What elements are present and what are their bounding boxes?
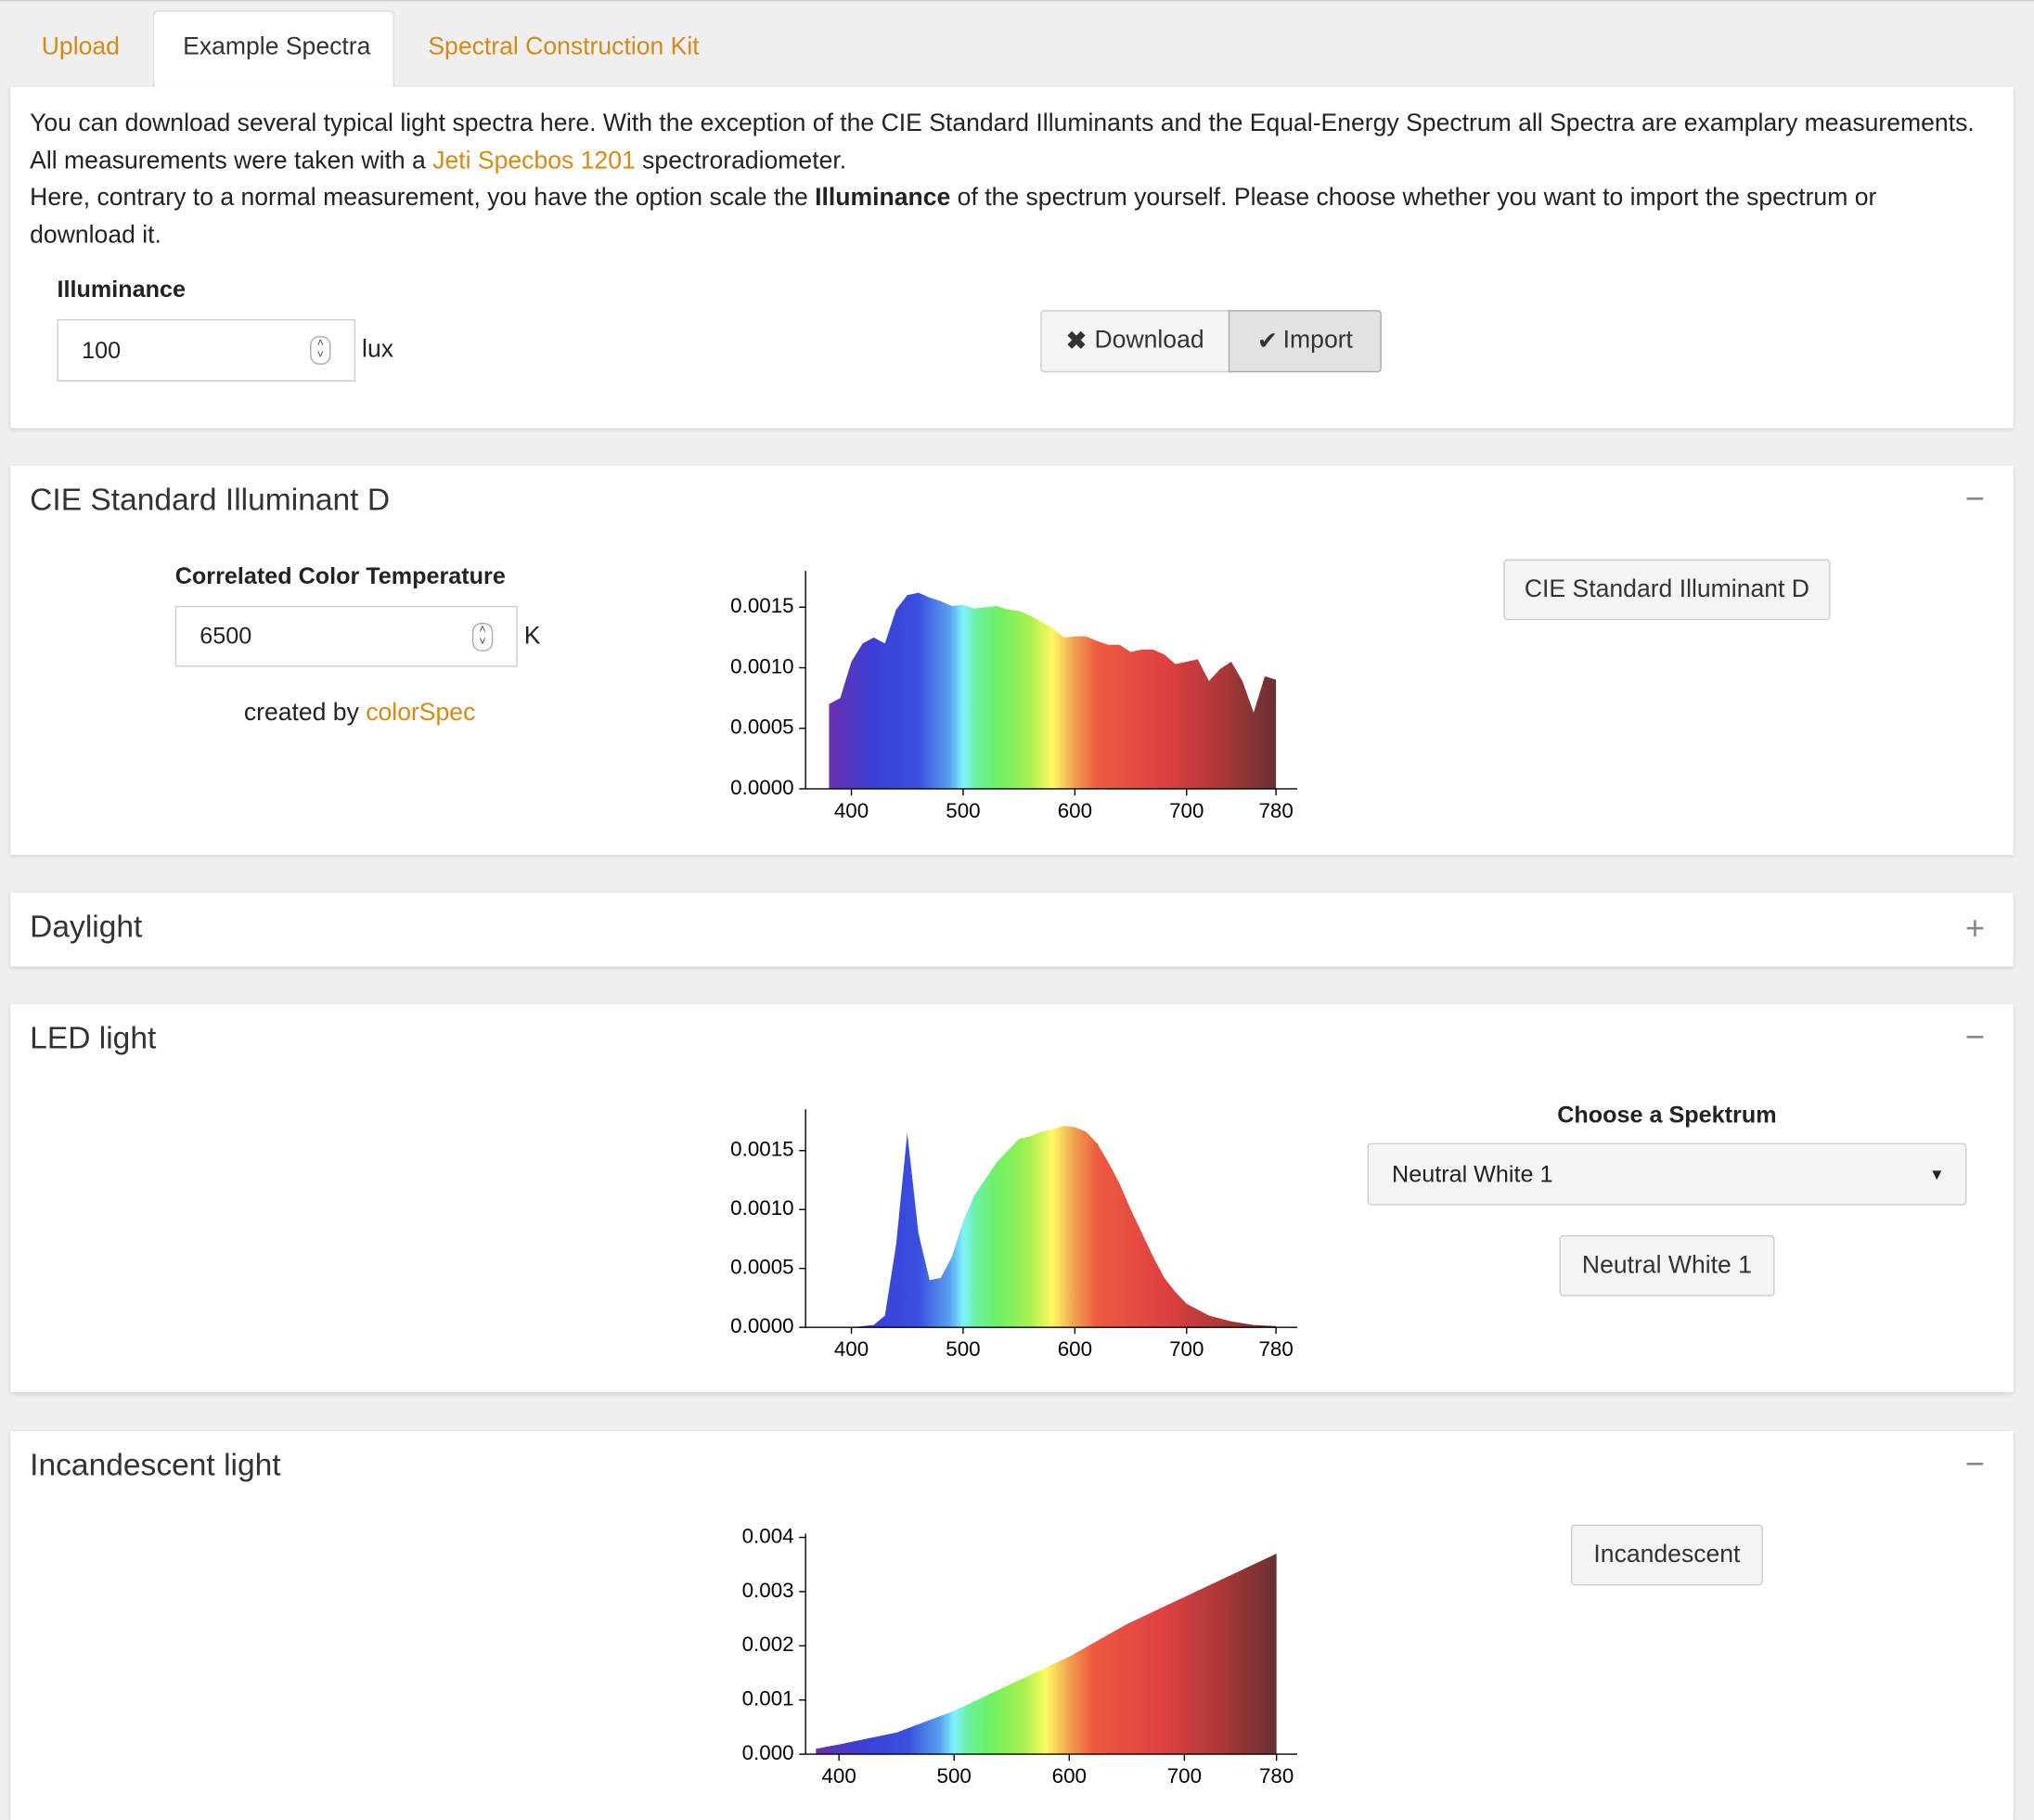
- download-button[interactable]: ✖ Download: [1040, 310, 1230, 373]
- link[interactable]: colorSpec: [366, 699, 476, 727]
- panel-title: LED light: [30, 1021, 157, 1056]
- x-tick-label: 700: [1169, 799, 1204, 822]
- spinner[interactable]: ˄ ˅: [471, 622, 494, 652]
- icon: ✔: [1256, 327, 1279, 355]
- spectrum-area: [816, 1554, 1277, 1755]
- credit: created by colorSpec: [244, 700, 476, 729]
- bold-text: Illuminance: [815, 184, 951, 212]
- x-tick-label: 400: [834, 799, 869, 822]
- panel-title: Daylight: [30, 909, 143, 945]
- import-button[interactable]: ✔ Import: [1228, 310, 1382, 373]
- button-label: Download: [1094, 327, 1204, 355]
- button[interactable]: Neutral White 1: [1559, 1234, 1775, 1297]
- chart: 0.0000 0.0005 0.0010 0.0015 400 500 600 700 780: [730, 1109, 1297, 1361]
- spectrum-area: [829, 1126, 1277, 1328]
- x-tick-label: 780: [1258, 799, 1293, 822]
- number-input[interactable]: 6500 ˄ ˅: [174, 605, 518, 667]
- x-tick-label: 780: [1259, 1764, 1294, 1788]
- x-tick-label: 780: [1258, 1337, 1293, 1361]
- x-tick-label: 700: [1169, 1337, 1204, 1361]
- x-tick-label: 700: [1167, 1764, 1202, 1788]
- x-tick-label: 500: [946, 799, 980, 822]
- button[interactable]: Incandescent: [1570, 1524, 1763, 1586]
- intro-panel: You can download several typical light s…: [10, 86, 2014, 429]
- y-tick-label: 0.0015: [730, 1138, 793, 1161]
- text: spectroradiometer.: [635, 147, 847, 175]
- collapse-toggle[interactable]: −: [1964, 478, 1985, 518]
- expand-toggle[interactable]: +: [1964, 908, 1985, 948]
- y-tick-label: 0.0000: [730, 776, 793, 799]
- text: of the spectrum yourself. Please choose …: [30, 184, 1877, 249]
- label: Correlated Color Temperature: [174, 562, 506, 589]
- select[interactable]: Neutral White 1 ▼: [1367, 1142, 1967, 1206]
- x-tick-label: 600: [1052, 1764, 1087, 1788]
- button-label: CIE Standard Illuminant D: [1524, 575, 1809, 603]
- spinner[interactable]: ˄ ˅: [310, 336, 331, 365]
- collapse-toggle[interactable]: −: [1964, 1017, 1985, 1056]
- text: Here, contrary to a normal measurement, …: [30, 184, 816, 212]
- input-value: 100: [82, 336, 122, 363]
- caret: ▼: [1928, 1165, 1945, 1183]
- x-tick-label: 600: [1058, 1337, 1092, 1361]
- panel-title: Incandescent light: [30, 1448, 281, 1483]
- panel: Daylight +: [10, 892, 2014, 967]
- unit: lux: [362, 336, 394, 364]
- chart: 0.0000 0.0005 0.0010 0.0015 400 500 600 700 780: [730, 571, 1297, 822]
- top-border: [0, 0, 2034, 2]
- button-label: Import: [1282, 327, 1353, 355]
- y-tick-label: 0.003: [742, 1579, 794, 1602]
- y-tick-label: 0.0010: [730, 654, 793, 678]
- label: Illuminance: [57, 276, 186, 303]
- tab[interactable]: Spectral Construction Kit: [428, 33, 700, 61]
- y-tick-label: 0.0015: [730, 594, 793, 617]
- y-tick-label: 0.002: [742, 1633, 794, 1656]
- collapse-toggle[interactable]: −: [1964, 1443, 1985, 1483]
- button-label: Incandescent: [1593, 1541, 1741, 1568]
- chart: 0.000 0.001 0.002 0.003 0.004 400 500 600 700 780: [742, 1524, 1297, 1788]
- text: created by: [243, 699, 367, 727]
- select-value: Neutral White 1: [1392, 1160, 1553, 1187]
- intro-text: You can download several typical light s…: [30, 107, 1989, 254]
- tab-active[interactable]: Example Spectra: [183, 33, 371, 61]
- y-tick-label: 0.0005: [730, 716, 793, 739]
- x-tick-label: 500: [937, 1764, 972, 1788]
- unit: K: [523, 623, 541, 651]
- panel-title: CIE Standard Illuminant D: [30, 483, 391, 518]
- y-tick-label: 0.000: [742, 1741, 794, 1764]
- active-tab-bg: [152, 10, 394, 89]
- x-tick-label: 500: [946, 1337, 980, 1361]
- y-tick-label: 0.0010: [730, 1196, 793, 1220]
- x-tick-label: 600: [1058, 799, 1092, 822]
- label: Choose a Spektrum: [1557, 1101, 1777, 1128]
- spectrum-area: [829, 592, 1277, 789]
- button[interactable]: CIE Standard Illuminant D: [1503, 559, 1831, 621]
- button-label: Neutral White 1: [1581, 1251, 1752, 1279]
- y-tick-label: 0.0000: [730, 1314, 793, 1337]
- text: You can download several typical light s…: [30, 110, 1975, 175]
- y-tick-label: 0.0005: [730, 1256, 793, 1279]
- panel: Incandescent light − Incandescent: [10, 1430, 2014, 1820]
- input-value: 6500: [200, 623, 252, 649]
- x-tick-label: 400: [821, 1764, 856, 1788]
- icon: ✖: [1065, 327, 1088, 355]
- tab[interactable]: Upload: [41, 33, 120, 61]
- y-tick-label: 0.001: [742, 1687, 794, 1710]
- number-input[interactable]: 100 ˄ ˅: [57, 318, 356, 382]
- x-tick-label: 400: [834, 1337, 869, 1361]
- y-tick-label: 0.004: [742, 1524, 794, 1547]
- link[interactable]: Jeti Specbos 1201: [432, 147, 636, 175]
